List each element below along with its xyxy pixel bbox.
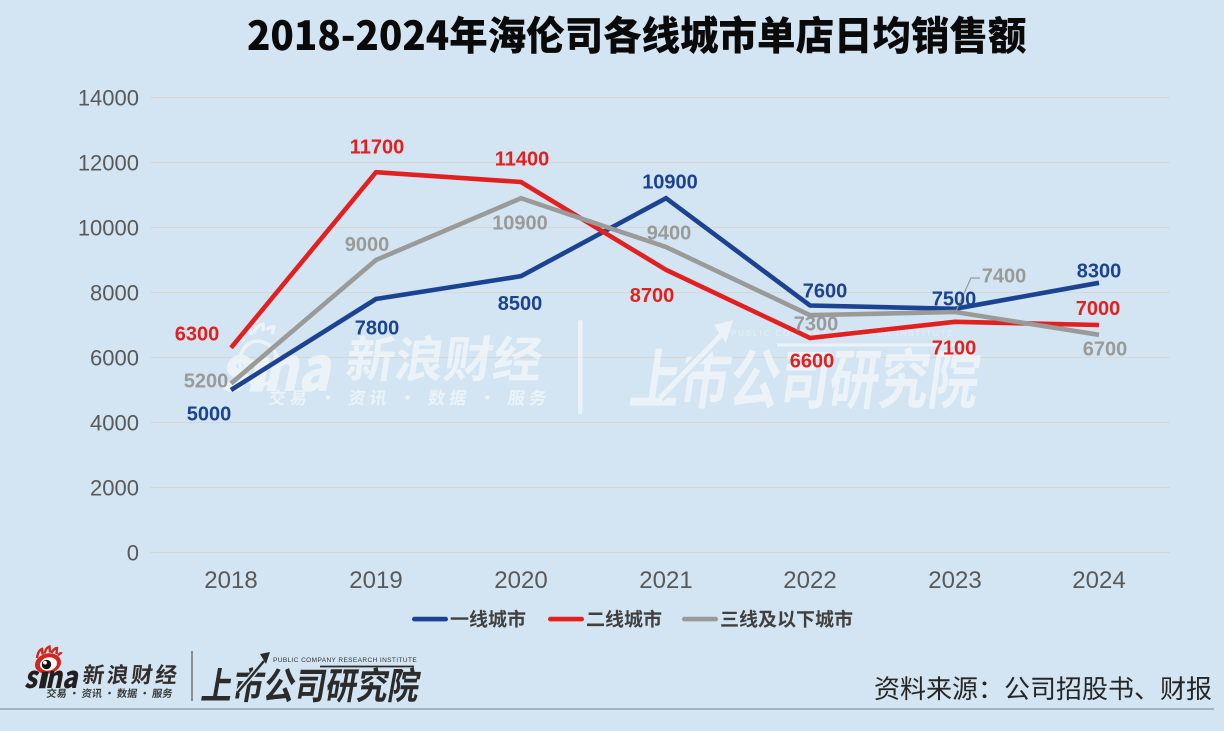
svg-text:8700: 8700 [630,285,675,307]
svg-text:2019: 2019 [349,567,402,594]
svg-text:11700: 11700 [350,136,405,158]
svg-text:7100: 7100 [932,337,977,359]
svg-text:10900: 10900 [492,212,548,234]
svg-text:2000: 2000 [90,476,139,501]
svg-text:6000: 6000 [90,346,139,371]
svg-text:10900: 10900 [642,171,698,193]
svg-text:6600: 6600 [790,350,835,372]
svg-text:PUBLIC COMPANY RESEARCH INSTIT: PUBLIC COMPANY RESEARCH INSTITUTE [273,657,417,664]
svg-text:7800: 7800 [355,317,400,339]
svg-text:2024: 2024 [1072,567,1125,594]
svg-text:11400: 11400 [495,148,550,170]
svg-text:6700: 6700 [1083,338,1128,360]
svg-text:8000: 8000 [90,281,139,306]
svg-text:5000: 5000 [187,403,232,425]
svg-text:8300: 8300 [1077,260,1122,282]
svg-text:9400: 9400 [647,222,692,244]
svg-text:4000: 4000 [90,411,139,436]
svg-text:7600: 7600 [803,280,848,302]
svg-text:2023: 2023 [928,567,981,594]
svg-text:6300: 6300 [175,323,220,345]
svg-text:9000: 9000 [345,234,390,256]
svg-text:2020: 2020 [494,567,547,594]
svg-text:7400: 7400 [982,265,1027,287]
svg-text:5200: 5200 [184,370,229,392]
svg-text:2021: 2021 [639,567,692,594]
svg-text:2018: 2018 [204,567,257,594]
svg-text:2022: 2022 [783,567,836,594]
svg-text:8500: 8500 [498,293,543,315]
svg-text:7300: 7300 [794,313,839,335]
svg-text:0: 0 [127,541,139,566]
svg-text:7500: 7500 [932,288,977,310]
svg-text:10000: 10000 [78,216,139,241]
svg-text:7000: 7000 [1076,298,1121,320]
svg-text:12000: 12000 [78,151,139,176]
svg-text:14000: 14000 [78,86,139,111]
